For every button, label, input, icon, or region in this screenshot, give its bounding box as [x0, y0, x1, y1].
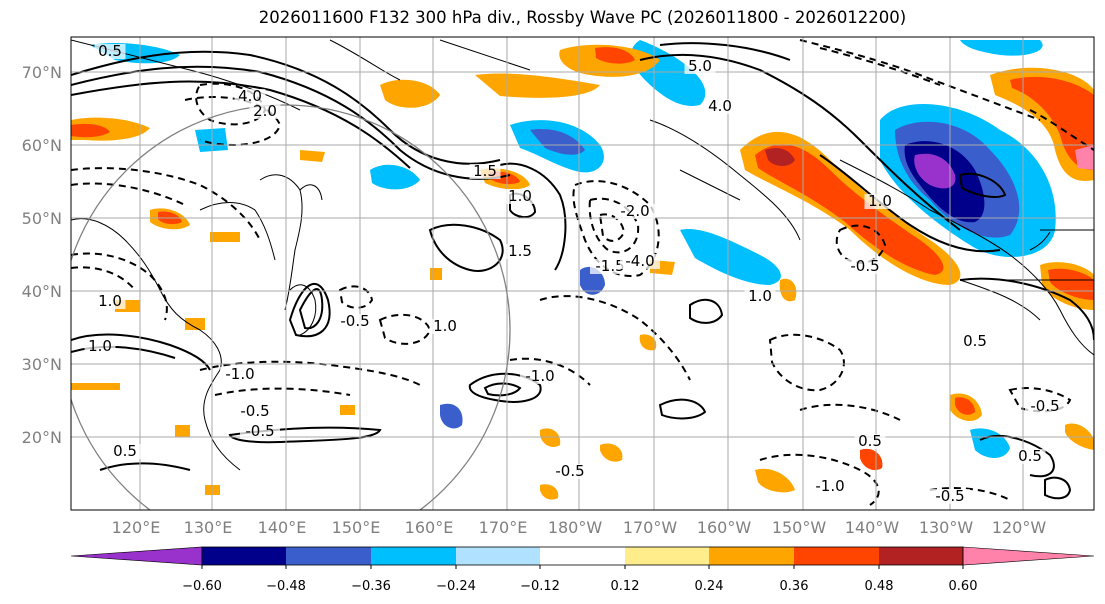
- colorbar-tick-label: 0.12: [611, 579, 640, 594]
- contour-label: 4.0: [238, 87, 262, 105]
- contour-label: 0.5: [98, 42, 122, 60]
- lat-label: 20°N: [22, 428, 62, 447]
- contour-label: -0.5: [245, 422, 274, 440]
- contour-label: -1.5: [595, 257, 624, 275]
- negative-contours: [71, 39, 1094, 506]
- contour-label: 1.0: [433, 317, 457, 335]
- colorbar-extend-low: [70, 546, 203, 566]
- colorbar-extend-high: [962, 546, 1095, 566]
- colorbar-swatch: [456, 547, 540, 565]
- colorbar-swatch: [794, 547, 879, 565]
- contour-label: -0.5: [240, 402, 269, 420]
- contour-label: -1.0: [225, 365, 254, 383]
- lon-label: 160°W: [697, 518, 752, 537]
- colorbar-tick-label: 0.60: [949, 579, 978, 594]
- contour-label: -2.0: [620, 202, 649, 220]
- contour-label: -1.0: [525, 367, 554, 385]
- longitude-labels: 120°E 130°E 140°E 150°E 160°E 170°E 180°W 170°W…: [112, 518, 1047, 537]
- contour-label: -0.5: [935, 487, 964, 505]
- lat-lon-grid: [71, 37, 1094, 510]
- colorbar-tick-label: 0.36: [780, 579, 809, 594]
- contour-label: 4.0: [708, 97, 732, 115]
- colorbar-swatch: [625, 547, 709, 565]
- lon-label: 140°W: [845, 518, 900, 537]
- contour-label: -1.0: [815, 477, 844, 495]
- colorbar-swatch: [879, 547, 963, 565]
- contour-label: 1.0: [98, 292, 122, 310]
- contour-label: 1.0: [88, 337, 112, 355]
- contour-label: 1.0: [508, 187, 532, 205]
- contour-label: -4.0: [625, 252, 654, 270]
- lon-label: 120°W: [992, 518, 1047, 537]
- colorbar-swatch: [371, 547, 456, 565]
- lat-label: 60°N: [22, 136, 62, 155]
- colorbar-tick-label: −0.36: [351, 579, 391, 594]
- map-frame: [70, 36, 1095, 511]
- lat-label: 40°N: [22, 282, 62, 301]
- colorbar-swatch: [540, 547, 625, 565]
- contour-label: -0.5: [340, 312, 369, 330]
- contour-label: -0.5: [1030, 397, 1059, 415]
- contour-label: 5.0: [688, 57, 712, 75]
- coastlines: [71, 39, 1094, 471]
- contour-label: 1.0: [868, 192, 892, 210]
- contour-label: 1.5: [508, 242, 532, 260]
- colorbar-tick-labels: −0.60 −0.48 −0.36 −0.24 −0.12 0.12 0.24 0.36 0.4…: [182, 565, 977, 594]
- lat-label: 70°N: [22, 63, 62, 82]
- contour-label: -0.5: [555, 462, 584, 480]
- map-panel: 0.52.04.01.51.0-1.51.0-1.0-0.50.51.01.0-…: [71, 37, 1094, 510]
- contour-label: 0.5: [113, 442, 137, 460]
- contour-label: 0.5: [1018, 447, 1042, 465]
- map-title: 2026011600 F132 300 hPa div., Rossby Wav…: [258, 8, 907, 27]
- divergence-shading: [71, 40, 1094, 500]
- lon-label: 160°E: [405, 518, 454, 537]
- lon-label: 130°E: [184, 518, 233, 537]
- contour-label: -0.5: [850, 257, 879, 275]
- contour-label: 0.5: [858, 432, 882, 450]
- colorbar-swatch: [286, 547, 371, 565]
- lon-label: 170°W: [623, 518, 678, 537]
- lon-label: 130°W: [919, 518, 974, 537]
- colorbar-tick-label: −0.12: [520, 579, 560, 594]
- divergence-contours: [71, 42, 1094, 500]
- colorbar-tick-label: −0.48: [266, 579, 306, 594]
- lon-label: 120°E: [112, 518, 161, 537]
- contour-labels: 0.52.04.01.51.0-1.51.0-1.0-0.50.51.01.0-…: [84, 42, 1065, 505]
- latitude-labels: 70°N 60°N 50°N 40°N 30°N 20°N: [22, 63, 62, 447]
- colorbar-tick-label: −0.60: [182, 579, 222, 594]
- lon-label: 180°W: [548, 518, 603, 537]
- contour-label: 2.0: [253, 102, 277, 120]
- contour-label: 1.5: [473, 162, 497, 180]
- colorbar-swatch: [202, 547, 286, 565]
- region-circle: [71, 104, 511, 510]
- colorbar-swatch: [709, 547, 794, 565]
- contour-label: 1.0: [748, 287, 772, 305]
- colorbar-tick-label: 0.24: [695, 579, 724, 594]
- colorbar-tick-label: 0.48: [865, 579, 894, 594]
- colorbar-tick-label: −0.24: [436, 579, 476, 594]
- colorbar: [70, 546, 1095, 566]
- lat-label: 30°N: [22, 355, 62, 374]
- lon-label: 170°E: [479, 518, 528, 537]
- lon-label: 150°W: [772, 518, 827, 537]
- contour-label: 0.5: [963, 332, 987, 350]
- lon-label: 150°E: [332, 518, 381, 537]
- lon-label: 140°E: [258, 518, 307, 537]
- lat-label: 50°N: [22, 209, 62, 228]
